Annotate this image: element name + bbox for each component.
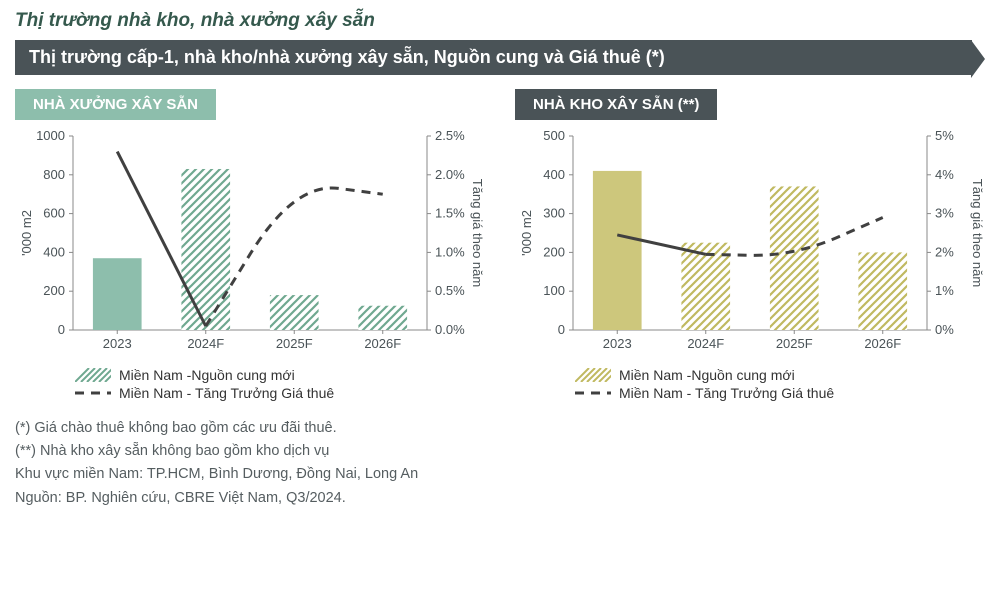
svg-text:1000: 1000 xyxy=(36,128,65,143)
footnotes: (*) Giá chào thuê không bao gồm các ưu đ… xyxy=(15,417,972,510)
svg-text:300: 300 xyxy=(543,206,565,221)
svg-text:1.0%: 1.0% xyxy=(435,244,465,259)
svg-text:2025F: 2025F xyxy=(776,336,813,351)
svg-text:2.0%: 2.0% xyxy=(435,167,465,182)
svg-text:2.5%: 2.5% xyxy=(435,128,465,143)
svg-text:100: 100 xyxy=(543,283,565,298)
legend-line-label: Miền Nam - Tăng Trưởng Giá thuê xyxy=(119,385,334,401)
chart-right: NHÀ KHO XÂY SẴN (**) 0 100 200 300 400 500 0% 1… xyxy=(515,89,985,403)
svg-text:0.0%: 0.0% xyxy=(435,322,465,337)
svg-text:200: 200 xyxy=(43,283,65,298)
svg-text:'000 m2: '000 m2 xyxy=(519,210,534,256)
legend-bar-label: Miền Nam -Nguồn cung mới xyxy=(619,367,795,383)
chart-right-legend: Miền Nam -Nguồn cung mới Miền Nam - Tăng… xyxy=(575,367,985,401)
svg-text:3%: 3% xyxy=(935,206,954,221)
svg-text:2%: 2% xyxy=(935,244,954,259)
legend-swatch-line xyxy=(575,386,611,400)
svg-text:2023: 2023 xyxy=(103,336,132,351)
chart-right-tab: NHÀ KHO XÂY SẴN (**) xyxy=(515,89,717,120)
svg-text:500: 500 xyxy=(543,128,565,143)
svg-text:200: 200 xyxy=(543,244,565,259)
svg-text:2023: 2023 xyxy=(603,336,632,351)
svg-text:1%: 1% xyxy=(935,283,954,298)
svg-text:800: 800 xyxy=(43,167,65,182)
chart-left-tab: NHÀ XƯỞNG XÂY SẴN xyxy=(15,89,216,120)
section-title: Thị trường nhà kho, nhà xưởng xây sẵn xyxy=(15,10,972,32)
svg-text:'000 m2: '000 m2 xyxy=(19,210,34,256)
footnote-line: (*) Giá chào thuê không bao gồm các ưu đ… xyxy=(15,417,972,440)
svg-text:600: 600 xyxy=(43,206,65,221)
banner-title: Thị trường cấp-1, nhà kho/nhà xưởng xây … xyxy=(15,40,972,75)
legend-swatch-bar xyxy=(75,368,111,382)
svg-text:Tăng giá theo năm: Tăng giá theo năm xyxy=(470,179,485,287)
svg-text:2024F: 2024F xyxy=(187,336,224,351)
svg-text:0: 0 xyxy=(58,322,65,337)
svg-text:4%: 4% xyxy=(935,167,954,182)
svg-text:2024F: 2024F xyxy=(687,336,724,351)
chart-left-legend: Miền Nam -Nguồn cung mới Miền Nam - Tăng… xyxy=(75,367,485,401)
chart-right-plot: 0 100 200 300 400 500 0% 1% 2% 3% 4% 5% 2023 2024F 202… xyxy=(515,126,985,361)
svg-text:2026F: 2026F xyxy=(864,336,901,351)
footnote-line: Nguồn: BP. Nghiên cứu, CBRE Việt Nam, Q3… xyxy=(15,487,972,510)
legend-line-label: Miền Nam - Tăng Trưởng Giá thuê xyxy=(619,385,834,401)
svg-text:0: 0 xyxy=(558,322,565,337)
footnote-line: (**) Nhà kho xây sẵn không bao gồm kho d… xyxy=(15,440,972,463)
svg-text:Tăng giá theo năm: Tăng giá theo năm xyxy=(970,179,985,287)
charts-row: NHÀ XƯỞNG XÂY SẴN 020040060080010000.0%0… xyxy=(15,89,972,403)
svg-text:0%: 0% xyxy=(935,322,954,337)
svg-text:0.5%: 0.5% xyxy=(435,283,465,298)
svg-text:400: 400 xyxy=(43,244,65,259)
legend-bar-label: Miền Nam -Nguồn cung mới xyxy=(119,367,295,383)
legend-swatch-line xyxy=(75,386,111,400)
svg-text:400: 400 xyxy=(543,167,565,182)
chart-left-plot: 0 200 400 600 800 1000 0.0% 0.5% 1.0% 1.5% 2.0% 2.5… xyxy=(15,126,485,361)
svg-text:5%: 5% xyxy=(935,128,954,143)
chart-left: NHÀ XƯỞNG XÂY SẴN 020040060080010000.0%0… xyxy=(15,89,485,403)
legend-swatch-bar xyxy=(575,368,611,382)
svg-text:2025F: 2025F xyxy=(276,336,313,351)
svg-text:2026F: 2026F xyxy=(364,336,401,351)
footnote-line: Khu vực miền Nam: TP.HCM, Bình Dương, Đồ… xyxy=(15,463,972,486)
svg-text:1.5%: 1.5% xyxy=(435,206,465,221)
